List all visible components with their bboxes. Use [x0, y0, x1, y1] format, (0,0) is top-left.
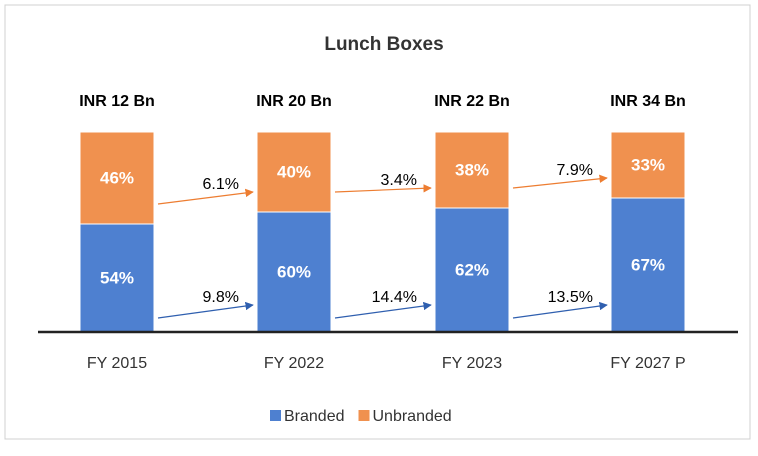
bar-segment	[610, 131, 686, 199]
legend-swatch	[358, 410, 370, 421]
growth-label: 13.5%	[548, 289, 593, 306]
growth-arrow	[334, 184, 432, 193]
bar-segment	[256, 131, 332, 213]
growth-arrow	[157, 188, 254, 205]
legend-swatch	[270, 410, 281, 421]
growth-label: 14.4%	[372, 289, 417, 306]
total-label: INR 12 Bn	[79, 93, 155, 110]
bar-segment	[79, 223, 155, 333]
data-label: 33%	[631, 155, 665, 174]
growth-arrow	[512, 301, 608, 319]
data-label: 54%	[100, 268, 134, 287]
total-label: INR 34 Bn	[610, 93, 686, 110]
x-tick-label: FY 2023	[442, 355, 502, 372]
bar-segment	[256, 211, 332, 333]
data-label: 40%	[277, 162, 311, 181]
data-label: 46%	[100, 168, 134, 187]
chart-title: Lunch Boxes	[324, 34, 443, 55]
total-label: INR 20 Bn	[256, 93, 332, 110]
growth-label: 7.9%	[557, 162, 593, 179]
legend-label: Unbranded	[373, 408, 452, 425]
bar-segment	[434, 207, 510, 333]
data-label: 62%	[455, 260, 489, 279]
bar-segment	[610, 197, 686, 333]
growth-arrow	[157, 301, 254, 319]
legend-label: Branded	[284, 408, 345, 425]
bar-segment	[434, 131, 510, 209]
total-label: INR 22 Bn	[434, 93, 510, 110]
growth-label: 6.1%	[203, 176, 239, 193]
data-label: 60%	[277, 262, 311, 281]
x-tick-label: FY 2015	[87, 355, 147, 372]
growth-arrow	[512, 174, 608, 189]
x-tick-label: FY 2022	[264, 355, 324, 372]
data-label: 38%	[455, 160, 489, 179]
x-tick-label: FY 2027 P	[610, 355, 685, 372]
bar-segment	[79, 131, 155, 225]
growth-arrow	[334, 301, 432, 319]
growth-label: 3.4%	[381, 172, 417, 189]
growth-label: 9.8%	[203, 289, 239, 306]
data-label: 67%	[631, 255, 665, 274]
